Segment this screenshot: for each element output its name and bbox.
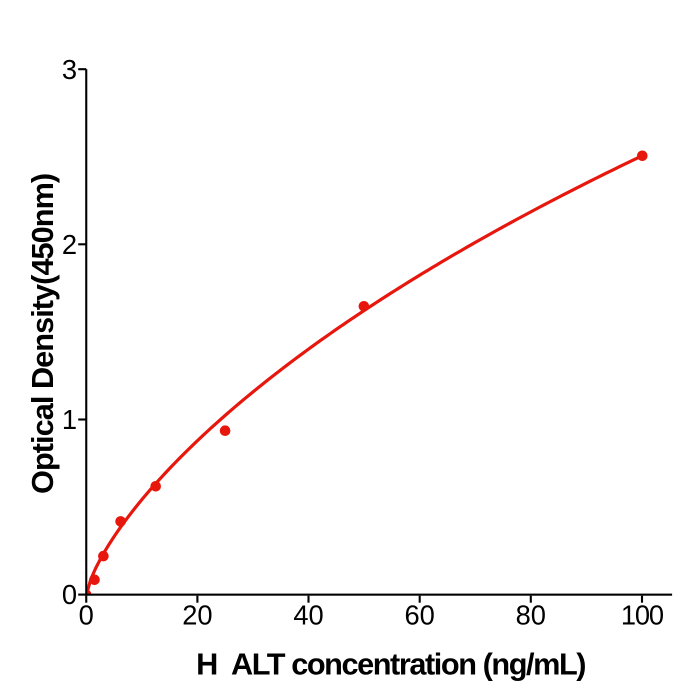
svg-text:20: 20 bbox=[182, 600, 212, 631]
svg-text:H ALT concentration (ng/mL): H ALT concentration (ng/mL) bbox=[196, 647, 585, 682]
svg-text:80: 80 bbox=[516, 600, 546, 631]
svg-text:Optical Density(450nm): Optical Density(450nm) bbox=[25, 174, 60, 494]
svg-text:100: 100 bbox=[621, 600, 664, 631]
svg-text:3: 3 bbox=[62, 54, 77, 85]
svg-text:0: 0 bbox=[62, 579, 77, 610]
svg-text:1: 1 bbox=[62, 404, 77, 435]
svg-text:40: 40 bbox=[293, 600, 323, 631]
svg-text:2: 2 bbox=[62, 229, 77, 260]
svg-text:60: 60 bbox=[405, 600, 435, 631]
svg-text:0: 0 bbox=[79, 600, 94, 631]
